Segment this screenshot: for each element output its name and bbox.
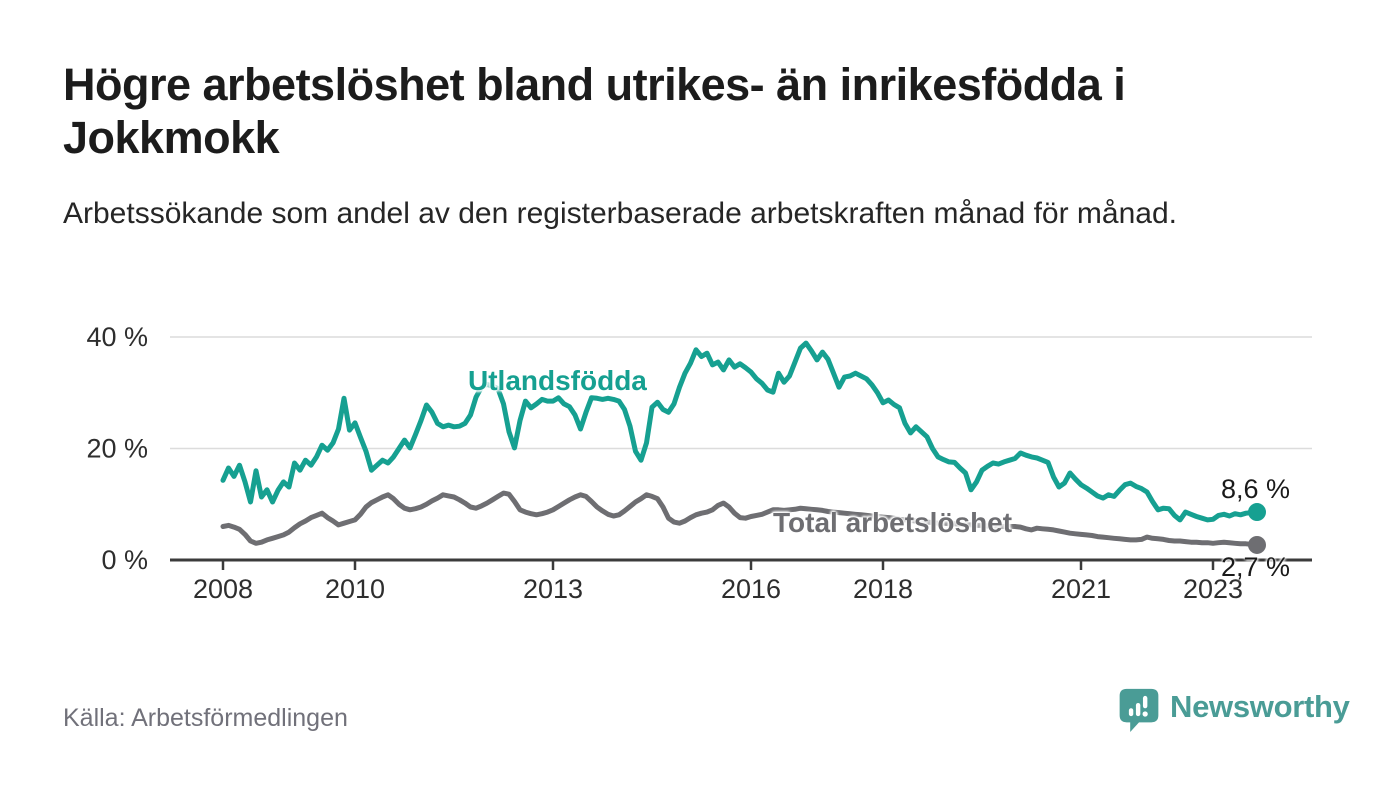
bar-chart-exclamation-glyph: [1128, 695, 1148, 717]
series-end-dot-0: [1247, 503, 1266, 522]
y-axis-label: 20 %: [86, 434, 148, 464]
series-label-total-arbetsloshet: Total arbetslöshet: [773, 507, 1013, 538]
source-attribution: Källa: Arbetsförmedlingen: [63, 704, 348, 732]
x-axis-label: 2018: [853, 574, 913, 604]
newsworthy-branding: Newsworthy: [1117, 686, 1350, 734]
x-axis-label: 2013: [523, 574, 583, 604]
page-title: Högre arbetslöshet bland utrikes- än inr…: [63, 59, 1126, 164]
y-axis-label: 40 %: [86, 322, 148, 352]
end-value-label-total-arbetsloshet: 2,7 %: [1221, 552, 1291, 582]
y-axis-label: 0 %: [101, 545, 148, 575]
series-line-0: [220, 340, 1260, 523]
x-axis-label: 2010: [325, 574, 385, 604]
series-line-1: [220, 490, 1260, 548]
x-axis-label: 2021: [1051, 574, 1111, 604]
x-axis-label: 2008: [193, 574, 253, 604]
page-subtitle: Arbetssökande som andel av den registerb…: [63, 197, 1177, 230]
series-label-utlandsfodda: Utlandsfödda: [468, 365, 647, 396]
newsworthy-logo-icon: [1119, 688, 1159, 732]
end-value-label-utlandsfodda: 8,6 %: [1221, 474, 1291, 504]
newsworthy-wordmark: Newsworthy: [1170, 689, 1350, 724]
x-axis-label: 2016: [721, 574, 781, 604]
